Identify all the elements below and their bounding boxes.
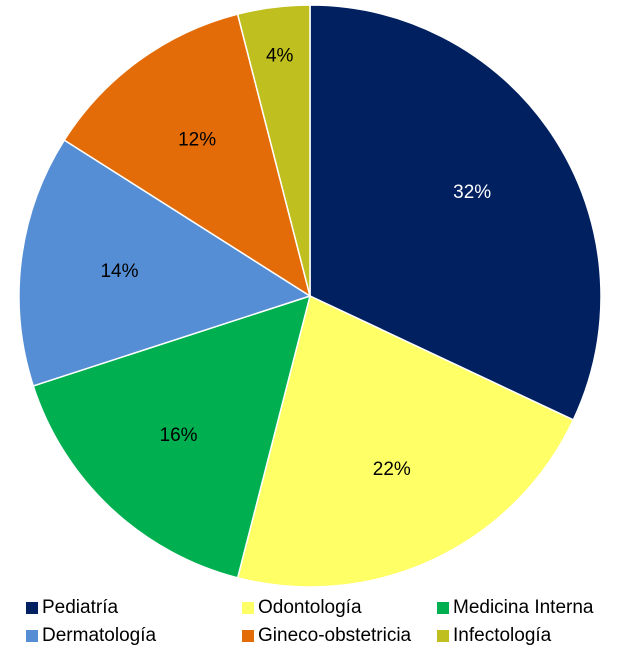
pie-slice	[236, 294, 575, 588]
legend-swatch	[26, 630, 38, 642]
data-label: 16%	[160, 425, 198, 446]
legend-swatch	[26, 602, 38, 614]
pie-slice	[309, 4, 602, 421]
legend-swatch	[242, 630, 254, 642]
legend-label: Odontología	[258, 597, 362, 618]
data-label: 32%	[453, 182, 491, 203]
pie-slice	[18, 139, 312, 387]
legend-label: Pediatría	[42, 597, 118, 618]
legend-swatch	[437, 602, 449, 614]
pie-slice	[236, 4, 311, 297]
legend-swatch	[437, 630, 449, 642]
legend-label: Gineco-obstetricia	[258, 625, 412, 646]
legend-label: Medicina Interna	[453, 597, 594, 618]
pie-slice	[63, 13, 312, 298]
data-label: 14%	[100, 261, 138, 282]
pie-slice	[32, 294, 312, 579]
data-label: 4%	[266, 45, 294, 66]
data-label: 22%	[373, 459, 411, 480]
legend-label: Infectología	[453, 625, 552, 646]
data-label: 12%	[178, 130, 216, 151]
legend-swatch	[242, 602, 254, 614]
legend-label: Dermatología	[42, 625, 156, 646]
